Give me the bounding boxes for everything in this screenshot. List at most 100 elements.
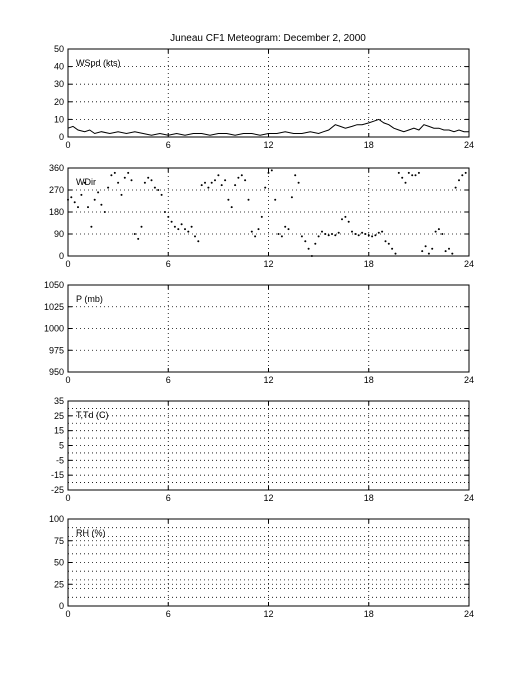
data-point — [264, 186, 267, 189]
data-point — [351, 230, 353, 233]
data-point — [407, 171, 410, 174]
y-tick-label: 0 — [59, 601, 64, 611]
data-point — [357, 234, 360, 237]
panel-label: P (mb) — [76, 294, 103, 304]
data-point — [274, 198, 277, 201]
y-tick-label: -15 — [51, 470, 64, 480]
data-point — [364, 233, 367, 235]
panel-5: 0 6 12 18 24 0 25 50 75 100 RH (%) — [49, 514, 474, 619]
data-point — [337, 231, 340, 234]
data-point — [140, 225, 143, 228]
x-tick-label: 18 — [364, 259, 374, 269]
data-point — [367, 234, 370, 237]
data-point — [73, 201, 76, 204]
data-point — [184, 228, 186, 231]
panel-label: WSpd (kts) — [76, 58, 121, 68]
x-tick-label: 6 — [166, 375, 171, 385]
data-point — [163, 211, 166, 213]
data-point — [113, 171, 116, 174]
y-tick-label: 50 — [54, 558, 64, 568]
data-point — [321, 230, 323, 233]
data-point — [97, 191, 100, 194]
data-point — [391, 247, 394, 250]
data-point — [381, 230, 384, 233]
data-point — [250, 230, 253, 233]
data-point — [93, 198, 96, 201]
data-point — [260, 215, 263, 218]
data-point — [377, 231, 380, 234]
x-tick-label: 24 — [464, 140, 474, 150]
data-point — [220, 184, 223, 187]
data-point — [204, 181, 206, 184]
y-tick-label: -25 — [51, 485, 64, 495]
data-point — [441, 233, 444, 235]
y-tick-label: 975 — [49, 345, 64, 355]
data-point — [417, 171, 420, 174]
x-tick-label: 6 — [166, 493, 171, 503]
y-tick-label: 1050 — [44, 280, 64, 290]
data-point — [434, 230, 437, 233]
data-point — [133, 233, 136, 235]
data-point — [331, 233, 333, 235]
x-tick-label: 24 — [464, 609, 474, 619]
x-tick-label: 18 — [364, 140, 374, 150]
y-tick-label: 100 — [49, 514, 64, 524]
data-point — [374, 234, 377, 237]
data-point — [324, 233, 327, 235]
data-point — [244, 179, 247, 182]
y-tick-label: 15 — [54, 426, 64, 436]
data-point — [437, 228, 440, 231]
data-point — [458, 179, 460, 182]
y-tick-label: 25 — [54, 579, 64, 589]
data-point — [247, 198, 250, 201]
panel-3: 0 6 12 18 24 950 975 1000 1025 1050 P (mb) — [44, 280, 474, 385]
data-point — [448, 247, 450, 250]
x-tick-label: 12 — [263, 609, 273, 619]
data-point — [170, 220, 173, 223]
data-point — [404, 181, 407, 184]
data-point — [207, 186, 210, 189]
y-tick-label: 25 — [54, 411, 64, 421]
data-point — [421, 250, 424, 253]
data-point — [461, 174, 464, 177]
x-tick-label: 0 — [65, 493, 70, 503]
data-point — [414, 174, 417, 177]
x-tick-label: 6 — [166, 259, 171, 269]
data-point — [394, 252, 397, 255]
x-tick-label: 18 — [364, 609, 374, 619]
data-point — [187, 230, 190, 233]
y-tick-label: 0 — [59, 251, 64, 261]
data-point — [214, 179, 216, 182]
data-point — [157, 189, 160, 191]
x-tick-label: 12 — [263, 375, 273, 385]
data-point — [237, 176, 240, 179]
data-point — [427, 252, 430, 255]
data-point — [67, 198, 69, 201]
data-point — [130, 179, 133, 182]
data-point — [387, 242, 390, 245]
data-point — [307, 247, 310, 250]
data-point — [451, 252, 454, 255]
data-point — [190, 225, 193, 228]
y-tick-label: 1025 — [44, 302, 64, 312]
data-point — [431, 247, 434, 250]
data-point — [287, 228, 290, 231]
panel-label: WDir — [76, 177, 96, 187]
y-tick-label: 35 — [54, 396, 64, 406]
x-tick-label: 6 — [166, 609, 171, 619]
x-tick-label: 0 — [65, 259, 70, 269]
y-tick-label: 40 — [54, 62, 64, 72]
data-point — [454, 186, 457, 189]
data-point — [110, 174, 113, 177]
data-point — [300, 235, 303, 238]
y-tick-label: 30 — [54, 79, 64, 89]
y-tick-label: 75 — [54, 536, 64, 546]
y-tick-label: 20 — [54, 97, 64, 107]
y-tick-label: 270 — [49, 185, 64, 195]
data-point — [117, 181, 120, 184]
data-point — [341, 218, 343, 221]
x-tick-label: 12 — [263, 140, 273, 150]
x-tick-label: 12 — [263, 493, 273, 503]
data-point — [397, 171, 400, 174]
